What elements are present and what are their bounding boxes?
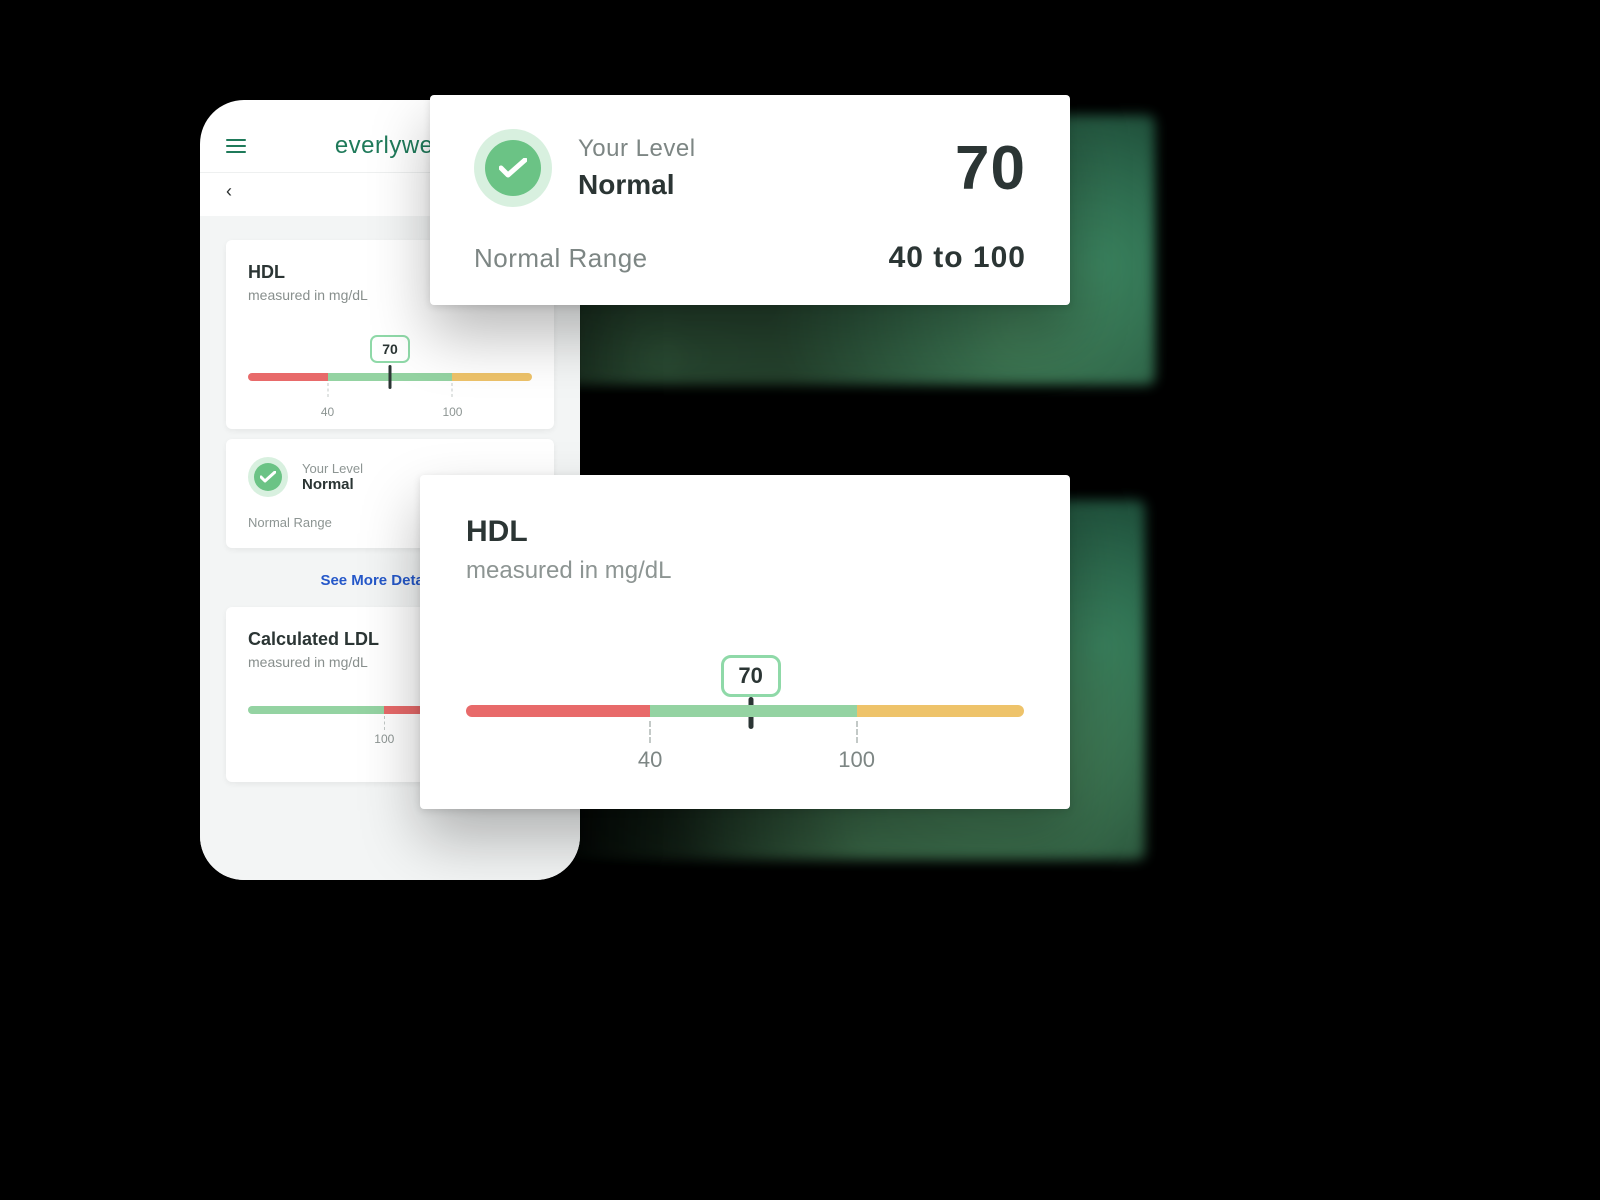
your-level-label: Your Level [578, 135, 955, 163]
hdl-tick-high-label: 100 [442, 405, 462, 419]
check-icon [248, 457, 288, 497]
hdl-gauge-bar [466, 705, 1024, 717]
normal-range-label: Normal Range [474, 243, 648, 274]
hdl-tick-low-label: 40 [638, 747, 662, 773]
brand-logo: everlywell [335, 132, 445, 160]
hdl-value-badge: 70 [721, 655, 781, 697]
hdl-tick-high [452, 383, 453, 397]
ldl-tick-label: 100 [374, 732, 394, 746]
hdl-subtitle: measured in mg/dL [466, 557, 1024, 585]
normal-range-label: Normal Range [248, 515, 332, 530]
hdl-tick-low [327, 383, 328, 397]
hdl-title: HDL [466, 515, 1024, 549]
your-level-value: 70 [955, 133, 1026, 204]
hdl-popout-card: HDL measured in mg/dL 70 40 100 [420, 475, 1070, 809]
hdl-tick-high-label: 100 [838, 747, 875, 773]
normal-range-value: 40 to 100 [889, 241, 1026, 275]
hdl-tick-high [856, 721, 858, 743]
ldl-tick [384, 716, 385, 730]
your-level-status: Normal [302, 476, 363, 493]
hdl-pointer [389, 365, 392, 389]
hdl-value-badge: 70 [370, 335, 410, 363]
hdl-tick-low [649, 721, 651, 743]
level-popout-card: Your Level Normal 70 Normal Range 40 to … [430, 95, 1070, 305]
hdl-gauge: 70 40 100 [466, 655, 1024, 765]
your-level-label: Your Level [302, 461, 363, 476]
hdl-mini-gauge: 70 40 100 [248, 335, 532, 399]
your-level-status: Normal [578, 169, 955, 201]
hdl-tick-low-label: 40 [321, 405, 334, 419]
menu-icon[interactable] [226, 139, 246, 153]
back-icon[interactable]: ‹ [226, 181, 232, 202]
check-icon [474, 129, 552, 207]
